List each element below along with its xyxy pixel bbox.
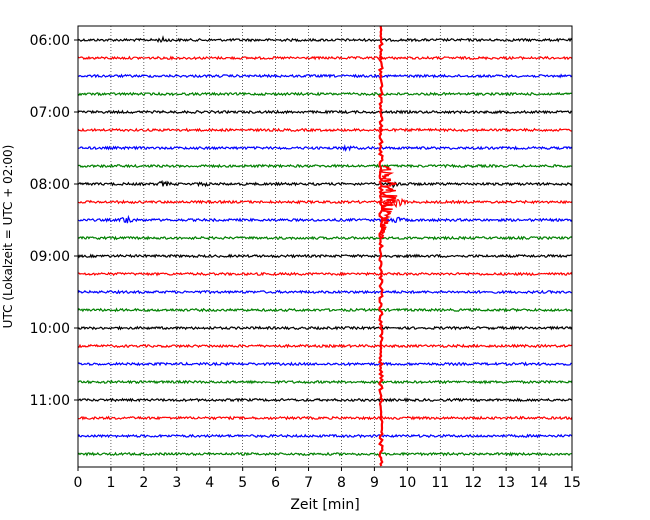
- x-tick-label: 14: [530, 475, 548, 491]
- major-event-burst: [378, 165, 398, 239]
- y-axis-title: UTC (Lokalzeit = UTC + 02:00): [1, 145, 15, 329]
- trace-09:30: [77, 289, 573, 295]
- trace-08:45: [77, 235, 573, 241]
- trace-07:15: [77, 127, 572, 133]
- y-tick-label: 08:00: [30, 177, 70, 193]
- x-tick-label: 1: [106, 475, 115, 491]
- trace-11:00: [77, 397, 573, 403]
- x-tick-label: 7: [304, 475, 313, 491]
- x-axis-title: Zeit [min]: [290, 497, 359, 513]
- x-tick-label: 15: [563, 475, 581, 491]
- x-tick-label: 8: [337, 475, 346, 491]
- x-tick-label: 3: [172, 475, 181, 491]
- y-tick-label: 11:00: [30, 393, 70, 409]
- trace-06:30: [77, 73, 573, 79]
- trace-10:15: [77, 343, 573, 349]
- y-tick-label: 09:00: [30, 249, 70, 265]
- trace-11:30: [77, 433, 573, 439]
- major-event-layer: [377, 25, 398, 467]
- trace-08:30: [77, 214, 573, 224]
- x-tick-label: 11: [431, 475, 449, 491]
- trace-10:45: [77, 379, 573, 385]
- plot-frame: [77, 25, 573, 468]
- trace-07:45: [77, 163, 573, 169]
- major-event-line: [377, 25, 385, 467]
- seismic-traces: [77, 35, 573, 457]
- trace-08:00: [77, 179, 573, 189]
- x-tick-label: 2: [139, 475, 148, 491]
- y-tick-label: 06:00: [30, 33, 70, 49]
- x-axis-ticks: 0 1 2 3 4 5 6 7 8 9 10 11 12 13 14 15: [74, 467, 581, 491]
- trace-10:30: [77, 361, 573, 367]
- x-tick-label: 5: [238, 475, 247, 491]
- trace-11:15: [77, 415, 573, 421]
- trace-08:15: [77, 197, 573, 209]
- trace-06:00: [77, 35, 573, 43]
- trace-06:15: [77, 55, 573, 61]
- x-tick-label: 10: [398, 475, 416, 491]
- y-tick-label: 10:00: [30, 321, 70, 337]
- x-tick-label: 0: [74, 475, 83, 491]
- x-tick-label: 6: [271, 475, 280, 491]
- trace-06:45: [77, 91, 573, 97]
- trace-09:15: [77, 271, 573, 277]
- x-tick-label: 12: [464, 475, 482, 491]
- y-axis-ticks: 06:00 07:00 08:00 09:00 10:00 11:00: [30, 33, 78, 409]
- trace-07:00: [77, 109, 573, 115]
- trace-07:30: [77, 143, 573, 153]
- trace-09:00: [77, 253, 573, 259]
- x-tick-label: 4: [205, 475, 214, 491]
- x-tick-label: 9: [370, 475, 379, 491]
- y-tick-label: 07:00: [30, 105, 70, 121]
- trace-09:45: [77, 307, 573, 313]
- x-tick-label: 13: [497, 475, 515, 491]
- trace-10:00: [77, 325, 573, 331]
- trace-11:45: [77, 451, 573, 457]
